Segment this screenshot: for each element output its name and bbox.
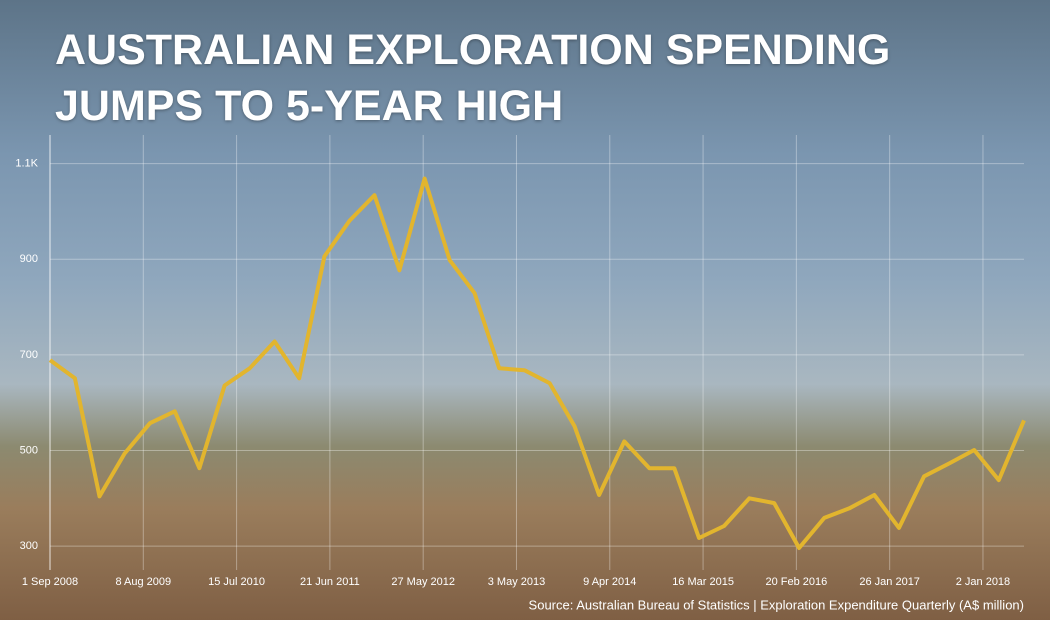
data-line	[48, 176, 1026, 550]
x-tick-label: 27 May 2012	[391, 576, 455, 588]
x-tick-label: 15 Jul 2010	[208, 576, 265, 588]
x-tick-label: 26 Jan 2017	[859, 576, 920, 588]
y-tick-label: 500	[20, 444, 38, 456]
x-tick-label: 1 Sep 2008	[22, 576, 78, 588]
y-tick-label: 700	[20, 349, 38, 361]
x-tick-label: 21 Jun 2011	[300, 576, 360, 588]
x-tick-label: 8 Aug 2009	[115, 576, 171, 588]
y-tick-label: 300	[20, 540, 38, 552]
chart-title: AUSTRALIAN EXPLORATION SPENDING JUMPS TO…	[55, 26, 891, 130]
x-tick-label: 9 Apr 2014	[583, 576, 636, 588]
x-tick-label: 3 May 2013	[488, 576, 545, 588]
y-tick-label: 900	[20, 253, 38, 265]
y-tick-label: 1.1K	[15, 158, 38, 170]
source: Source: Australian Bureau of Statistics …	[529, 597, 1024, 612]
x-tick-label: 16 Mar 2015	[672, 576, 734, 588]
x-tick-label: 20 Feb 2016	[765, 576, 827, 588]
x-tick-label: 2 Jan 2018	[956, 576, 1010, 588]
